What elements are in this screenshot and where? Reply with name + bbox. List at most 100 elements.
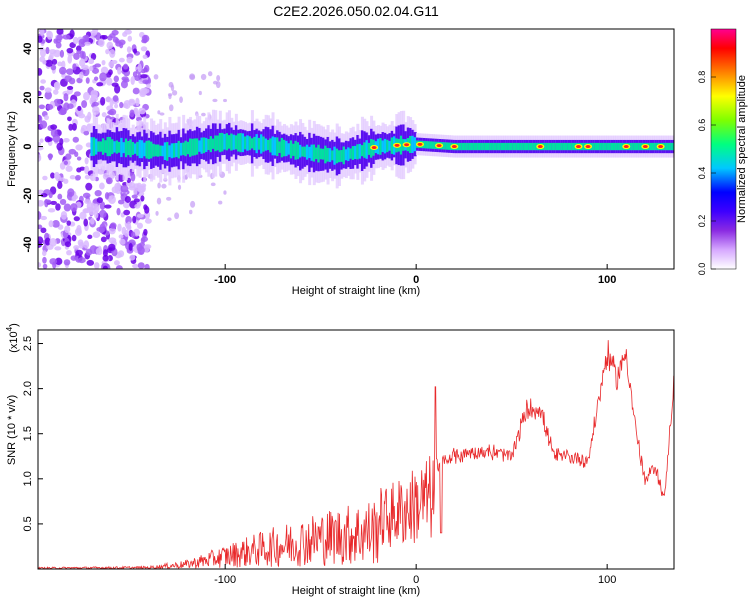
spectrogram-noise-blob — [71, 196, 77, 202]
spectrogram-band-core — [651, 142, 655, 151]
spectrogram-band-core — [271, 136, 275, 156]
spectrogram-band-core — [260, 134, 264, 154]
spectrogram-noise-blob — [71, 234, 77, 242]
spectrogram-noise-blob — [38, 236, 44, 245]
spectrogram-noise-blob — [129, 254, 136, 261]
snr-x-ticks: -100 0 100 — [214, 564, 616, 586]
spectrogram-noise-blob — [104, 192, 110, 200]
spectrogram-noise-blob — [92, 231, 101, 239]
spectrogram-band-core — [376, 138, 380, 155]
snr-y-tick-label: 1.5 — [22, 426, 34, 441]
spectrogram-band-core — [363, 142, 367, 158]
spectrogram-noise-blob — [84, 41, 91, 46]
spectrogram-band-core — [244, 136, 248, 150]
spectrogram-band-core — [152, 143, 156, 157]
spectrogram-noise-blob — [39, 120, 48, 129]
spectrogram-band-core — [470, 142, 474, 151]
spectrogram-band-core — [324, 145, 328, 164]
spectrogram-noise-blob — [38, 115, 43, 123]
spectrogram-band-core — [631, 142, 635, 151]
spectrogram-noise-blob — [134, 203, 141, 209]
spectrogram-noise-blob — [47, 208, 56, 213]
spectrogram-noise-blob — [135, 97, 140, 107]
spectrogram-noise-blob — [207, 71, 213, 77]
spectrogram-band-core — [122, 142, 126, 154]
spectrogram-noise-blob — [67, 188, 75, 197]
spectrogram-band-core — [347, 147, 351, 162]
spectrogram-band-core — [278, 141, 282, 153]
spectrogram-noise-blob — [101, 34, 108, 40]
snr-y-scale-base: (x10 — [8, 331, 20, 352]
spectrogram-band-core — [619, 142, 623, 151]
spectrogram-band-core — [127, 141, 131, 156]
spectrogram-hotspot — [404, 143, 410, 147]
spectrogram-noise-blob — [105, 77, 113, 86]
spectrogram-y-tick-label: 40 — [22, 42, 34, 54]
spectrogram-noise-blob — [146, 83, 151, 89]
spectrogram-band-core — [399, 135, 403, 155]
spectrogram-band-core — [519, 142, 523, 151]
spectrogram-noise-blob — [132, 87, 140, 95]
spectrogram-x-tick-label: -100 — [214, 274, 236, 286]
spectrogram-noise-blob — [53, 82, 60, 89]
spectrogram-noise-blob — [85, 182, 93, 191]
spectrogram-noise-blob — [137, 246, 145, 256]
spectrogram-band-core — [668, 142, 672, 151]
spectrogram-band-core — [310, 144, 314, 161]
spectrogram-band-core — [159, 145, 163, 157]
spectrogram-band-core — [358, 143, 362, 159]
spectrogram-band-core — [207, 138, 211, 151]
chart-title: C2E2.2026.050.02.04.G11 — [273, 3, 439, 19]
spectrogram-noise-blob — [42, 175, 48, 181]
spectrogram-noise-blob — [67, 116, 72, 122]
spectrogram-band-core — [665, 142, 669, 151]
spectrogram-noise-blob — [64, 225, 71, 234]
spectrogram-band-core — [134, 143, 138, 154]
spectrogram-band-core — [466, 142, 470, 151]
spectrogram-band-core — [457, 142, 461, 151]
spectrogram-band-core — [227, 135, 231, 149]
spectrogram-noise-blob — [38, 67, 43, 76]
spectrogram-noise-blob — [83, 240, 90, 249]
spectrogram-noise-blob — [143, 204, 148, 211]
spectrogram-band-core — [610, 142, 614, 151]
spectrogram-noise-blob — [190, 200, 196, 208]
spectrogram-noise-blob — [38, 104, 46, 110]
spectrogram-noise-blob — [61, 60, 66, 70]
spectrogram-noise-blob — [78, 113, 86, 119]
spectrogram-noise-blob — [109, 49, 116, 58]
spectrogram-noise-blob — [168, 81, 174, 88]
spectrogram-noise-blob — [53, 98, 62, 107]
spectrogram-noise-blob — [53, 38, 58, 44]
spectrogram-noise-blob — [44, 237, 51, 246]
spectrogram-band-core — [558, 142, 562, 151]
spectrogram-band-core — [427, 141, 431, 149]
spectrogram-noise-blob — [132, 215, 137, 224]
spectrogram-noise-blob — [38, 199, 45, 207]
spectrogram-noise-blob — [66, 68, 74, 75]
spectrogram-band-core — [496, 142, 500, 151]
spectrogram-band-core — [484, 142, 488, 151]
spectrogram-noise-blob — [201, 112, 206, 117]
spectrogram-noise-blob — [99, 182, 105, 190]
spectrogram-band-core — [248, 136, 252, 151]
spectrogram-hotspot — [537, 145, 543, 149]
spectrogram-band-core — [596, 142, 600, 151]
spectrogram-noise-blob — [132, 263, 139, 269]
spectrogram-hotspot — [585, 145, 591, 149]
spectrogram-hotspot — [371, 146, 377, 150]
spectrogram-noise-blob — [99, 201, 106, 210]
spectrogram-band-core — [340, 150, 344, 162]
spectrogram-band-core — [468, 142, 472, 151]
spectrogram-band-core — [448, 142, 452, 150]
spectrogram-band-core — [567, 142, 571, 151]
spectrogram-noise-blob — [100, 236, 107, 243]
spectrogram-noise-blob — [53, 89, 59, 95]
spectrogram-noise-blob — [50, 124, 58, 130]
spectrogram-band-core — [461, 142, 465, 151]
spectrogram-band-core — [509, 142, 513, 151]
spectrogram-frame — [37, 28, 675, 270]
spectrogram-hotspot — [394, 143, 400, 147]
spectrogram-band-core — [615, 142, 619, 151]
spectrogram-noise-blob — [140, 68, 146, 74]
